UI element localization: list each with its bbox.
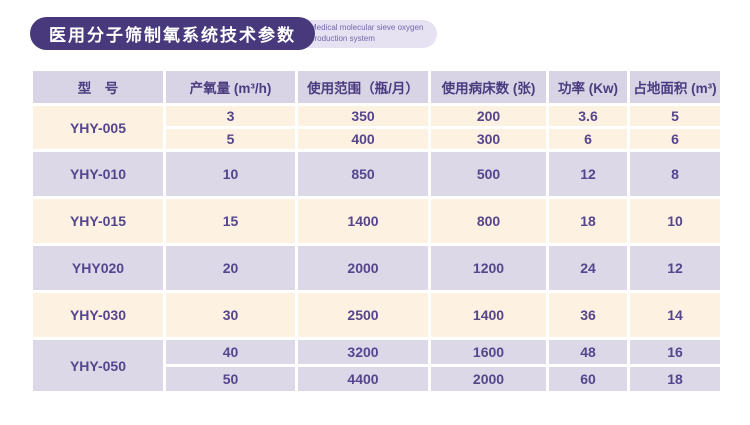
table-row: YHY-050 40 3200 1600 48 16: [30, 337, 723, 394]
table-cell: 1600: [428, 337, 549, 367]
table-cell: 18: [546, 196, 630, 246]
table-cell: 48: [546, 337, 630, 367]
table-cell: 200: [428, 103, 549, 129]
column-header-floor-area: 占地面积 (m³): [627, 68, 723, 106]
subtitle-line-1: Medical molecular sieve oxygen: [310, 23, 424, 33]
table-cell: 12: [546, 149, 630, 199]
table-cell: 60: [546, 364, 630, 394]
page-title: 医用分子筛制氧系统技术参数: [49, 26, 296, 45]
table-cell: 2500: [295, 290, 431, 340]
table-cell: 6: [546, 126, 630, 152]
table-cell: 2000: [428, 364, 549, 394]
page-title-badge: 医用分子筛制氧系统技术参数: [30, 17, 315, 50]
header-row: 型 号 产氧量 (m³/h) 使用范围（瓶/月） 使用病床数 (张) 功率 (K…: [30, 68, 723, 106]
table-cell: 5: [627, 103, 723, 129]
table-cell: 16: [627, 337, 723, 367]
table-cell: 400: [295, 126, 431, 152]
table-row: YHY-030 30 2500 1400 36 14: [30, 290, 723, 340]
column-header-power: 功率 (Kw): [546, 68, 630, 106]
table-cell: 5: [163, 126, 298, 152]
column-header-usage-range: 使用范围（瓶/月）: [295, 68, 431, 106]
table-cell: 350: [295, 103, 431, 129]
model-cell: YHY020: [30, 243, 166, 293]
table-cell: 6: [627, 126, 723, 152]
table-cell: 30: [163, 290, 298, 340]
subtitle-line-2: production system: [310, 34, 375, 43]
table-cell: 18: [627, 364, 723, 394]
table-cell: 50: [163, 364, 298, 394]
table-cell: 10: [627, 196, 723, 246]
table-cell: 20: [163, 243, 298, 293]
column-header-bed-count: 使用病床数 (张): [428, 68, 549, 106]
table-row: YHY-010 10 850 500 12 8: [30, 149, 723, 199]
table-row: 5 400 300 6 6: [32, 126, 723, 152]
table-cell: 10: [163, 149, 298, 199]
table-cell: 300: [428, 126, 549, 152]
table-cell: 14: [627, 290, 723, 340]
table-cell: 1400: [428, 290, 549, 340]
table-cell: 1200: [428, 243, 549, 293]
table-cell: 36: [546, 290, 630, 340]
column-header-oxygen-output: 产氧量 (m³/h): [163, 68, 298, 106]
table-cell: 850: [295, 149, 431, 199]
model-cell: YHY-050: [30, 337, 166, 394]
table-row: YHY-015 15 1400 800 18 10: [30, 196, 723, 246]
table-cell: 24: [546, 243, 630, 293]
model-cell: YHY-005: [30, 103, 166, 152]
column-header-model: 型 号: [30, 68, 166, 106]
table-cell: 3200: [295, 337, 431, 367]
table-row: YHY020 20 2000 1200 24 12: [30, 243, 723, 293]
table-row: 50 4400 2000 60 18: [32, 364, 723, 394]
spec-table: 型 号 产氧量 (m³/h) 使用范围（瓶/月） 使用病床数 (张) 功率 (K…: [30, 68, 723, 394]
table-cell: 15: [163, 196, 298, 246]
table-cell: 8: [627, 149, 723, 199]
table-row: YHY-005 3 350 200 3.6 5: [30, 103, 723, 152]
table-cell: 1400: [295, 196, 431, 246]
table-cell: 3: [163, 103, 298, 129]
table-cell: 40: [163, 337, 298, 367]
model-cell: YHY-010: [30, 149, 166, 199]
table-cell: 800: [428, 196, 549, 246]
table-cell: 12: [627, 243, 723, 293]
table-cell: 500: [428, 149, 549, 199]
model-cell: YHY-030: [30, 290, 166, 340]
table-cell: 3.6: [546, 103, 630, 129]
table-cell: 2000: [295, 243, 431, 293]
table-cell: 4400: [295, 364, 431, 394]
model-cell: YHY-015: [30, 196, 166, 246]
